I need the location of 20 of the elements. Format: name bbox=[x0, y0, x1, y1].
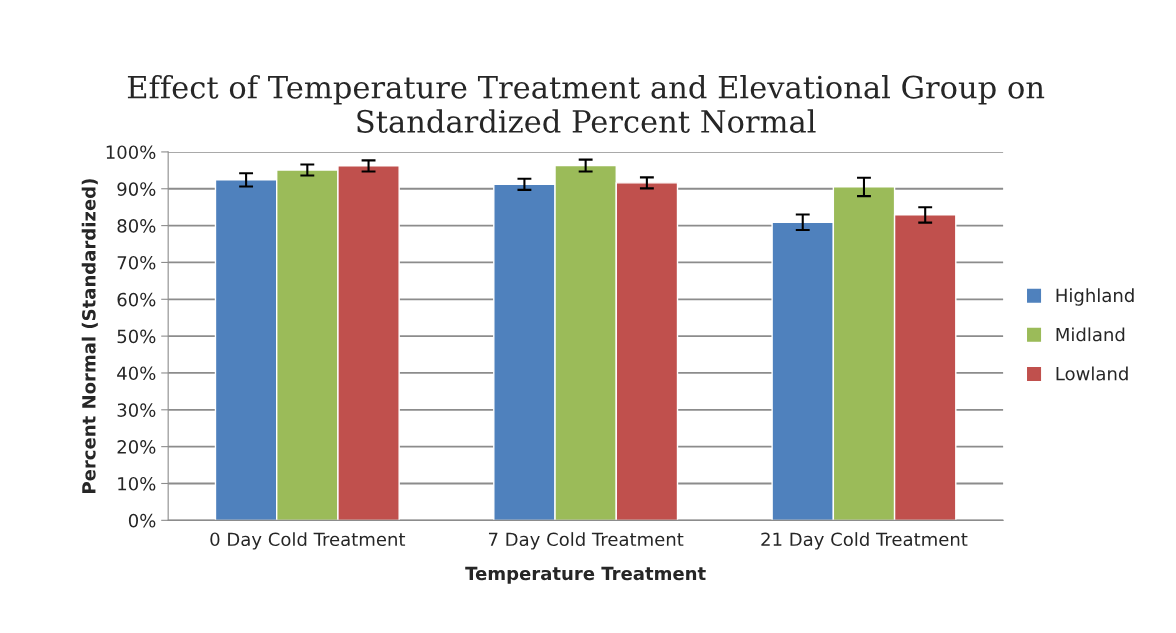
x-tick-label: 21 Day Cold Treatment bbox=[761, 532, 968, 550]
y-tick-label: 20% bbox=[117, 440, 156, 454]
y-tick-label: 90% bbox=[117, 182, 156, 196]
y-tick-label: 50% bbox=[117, 329, 156, 344]
chart-title: Effect of Temperature Treatment and Elevational Group on Standardized Percent Normal bbox=[127, 75, 1045, 133]
legend-label: Highland bbox=[1056, 288, 1134, 306]
y-tick-label: 80% bbox=[117, 219, 156, 233]
y-axis-title: Percent Normal (Standardized) bbox=[81, 179, 98, 493]
x-tick-label: 0 Day Cold Treatment bbox=[210, 532, 406, 550]
y-tick-label: 100% bbox=[106, 145, 156, 160]
y-tick-label: 40% bbox=[117, 366, 156, 381]
y-tick-label: 30% bbox=[117, 403, 156, 417]
x-tick-label: 7 Day Cold Treatment bbox=[488, 532, 684, 550]
legend-label: Midland bbox=[1056, 327, 1125, 342]
x-axis-title: Temperature Treatment bbox=[465, 566, 706, 584]
y-tick-label: 10% bbox=[118, 476, 156, 491]
y-tick-label: 0% bbox=[128, 513, 156, 528]
y-tick-label: 70% bbox=[117, 255, 156, 270]
legend-label: Lowland bbox=[1056, 366, 1128, 381]
y-tick-label: 60% bbox=[117, 292, 156, 307]
